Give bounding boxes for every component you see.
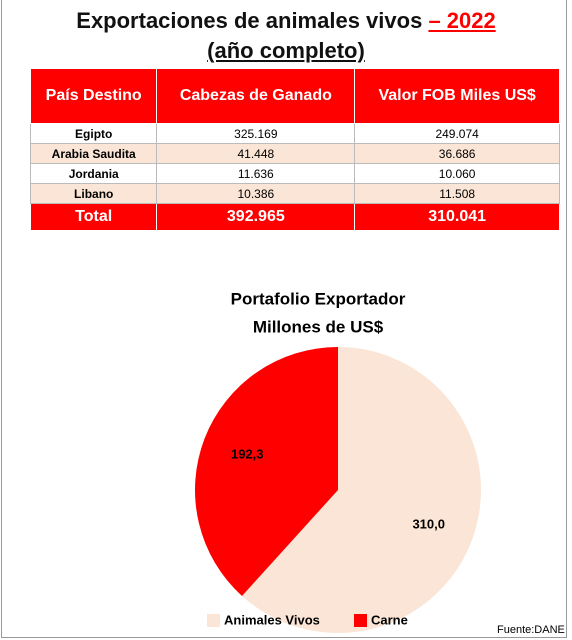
- table-cell: 10.386: [156, 183, 356, 204]
- table-cell: 325.169: [156, 123, 356, 144]
- chart-subtitle: Millones de US$: [253, 317, 384, 336]
- table-cell: 10.060: [354, 163, 560, 184]
- table-row: Jordania 11.636 10.060: [29, 163, 560, 184]
- title: Exportaciones de animales vivos: [76, 8, 423, 33]
- table-cell: 249.074: [354, 123, 560, 144]
- table-cell: 36.686: [354, 143, 560, 164]
- source: Fuente:DANE: [497, 624, 565, 636]
- table-cell: Jordania: [29, 163, 158, 184]
- table-cell: Arabia Saudita: [29, 143, 158, 164]
- chart-title: Portafolio Exportador: [231, 289, 406, 308]
- total-cell: 310.041: [354, 203, 560, 231]
- title-line: Exportaciones de animales vivos – 2022: [0, 8, 572, 34]
- total-cell: 392.965: [156, 203, 356, 231]
- table-row: Libano 10.386 11.508: [29, 183, 560, 204]
- legend-label: Animales Vivos: [224, 612, 320, 627]
- total-row: Total 392.965 310.041: [29, 203, 560, 231]
- legend-label: Carne: [371, 612, 408, 627]
- legend-swatch: [207, 614, 220, 627]
- value-label: 192,3: [231, 446, 264, 461]
- column-header: Valor FOB Miles US$: [354, 68, 560, 124]
- title-year: – 2022: [428, 8, 496, 33]
- export-table: País Destino Cabezas de Ganado Valor FOB M…: [29, 68, 560, 231]
- table-cell: Libano: [29, 183, 158, 204]
- table-row: Arabia Saudita 41.448 36.686: [29, 143, 560, 164]
- pie-slice: [241, 347, 481, 633]
- pie-slice: [194, 347, 338, 596]
- value-label: 310,0: [412, 516, 445, 531]
- legend-swatch: [354, 614, 367, 627]
- subtitle: (año completo): [207, 38, 365, 63]
- total-cell: Total: [29, 203, 158, 231]
- table-cell: 11.636: [156, 163, 356, 184]
